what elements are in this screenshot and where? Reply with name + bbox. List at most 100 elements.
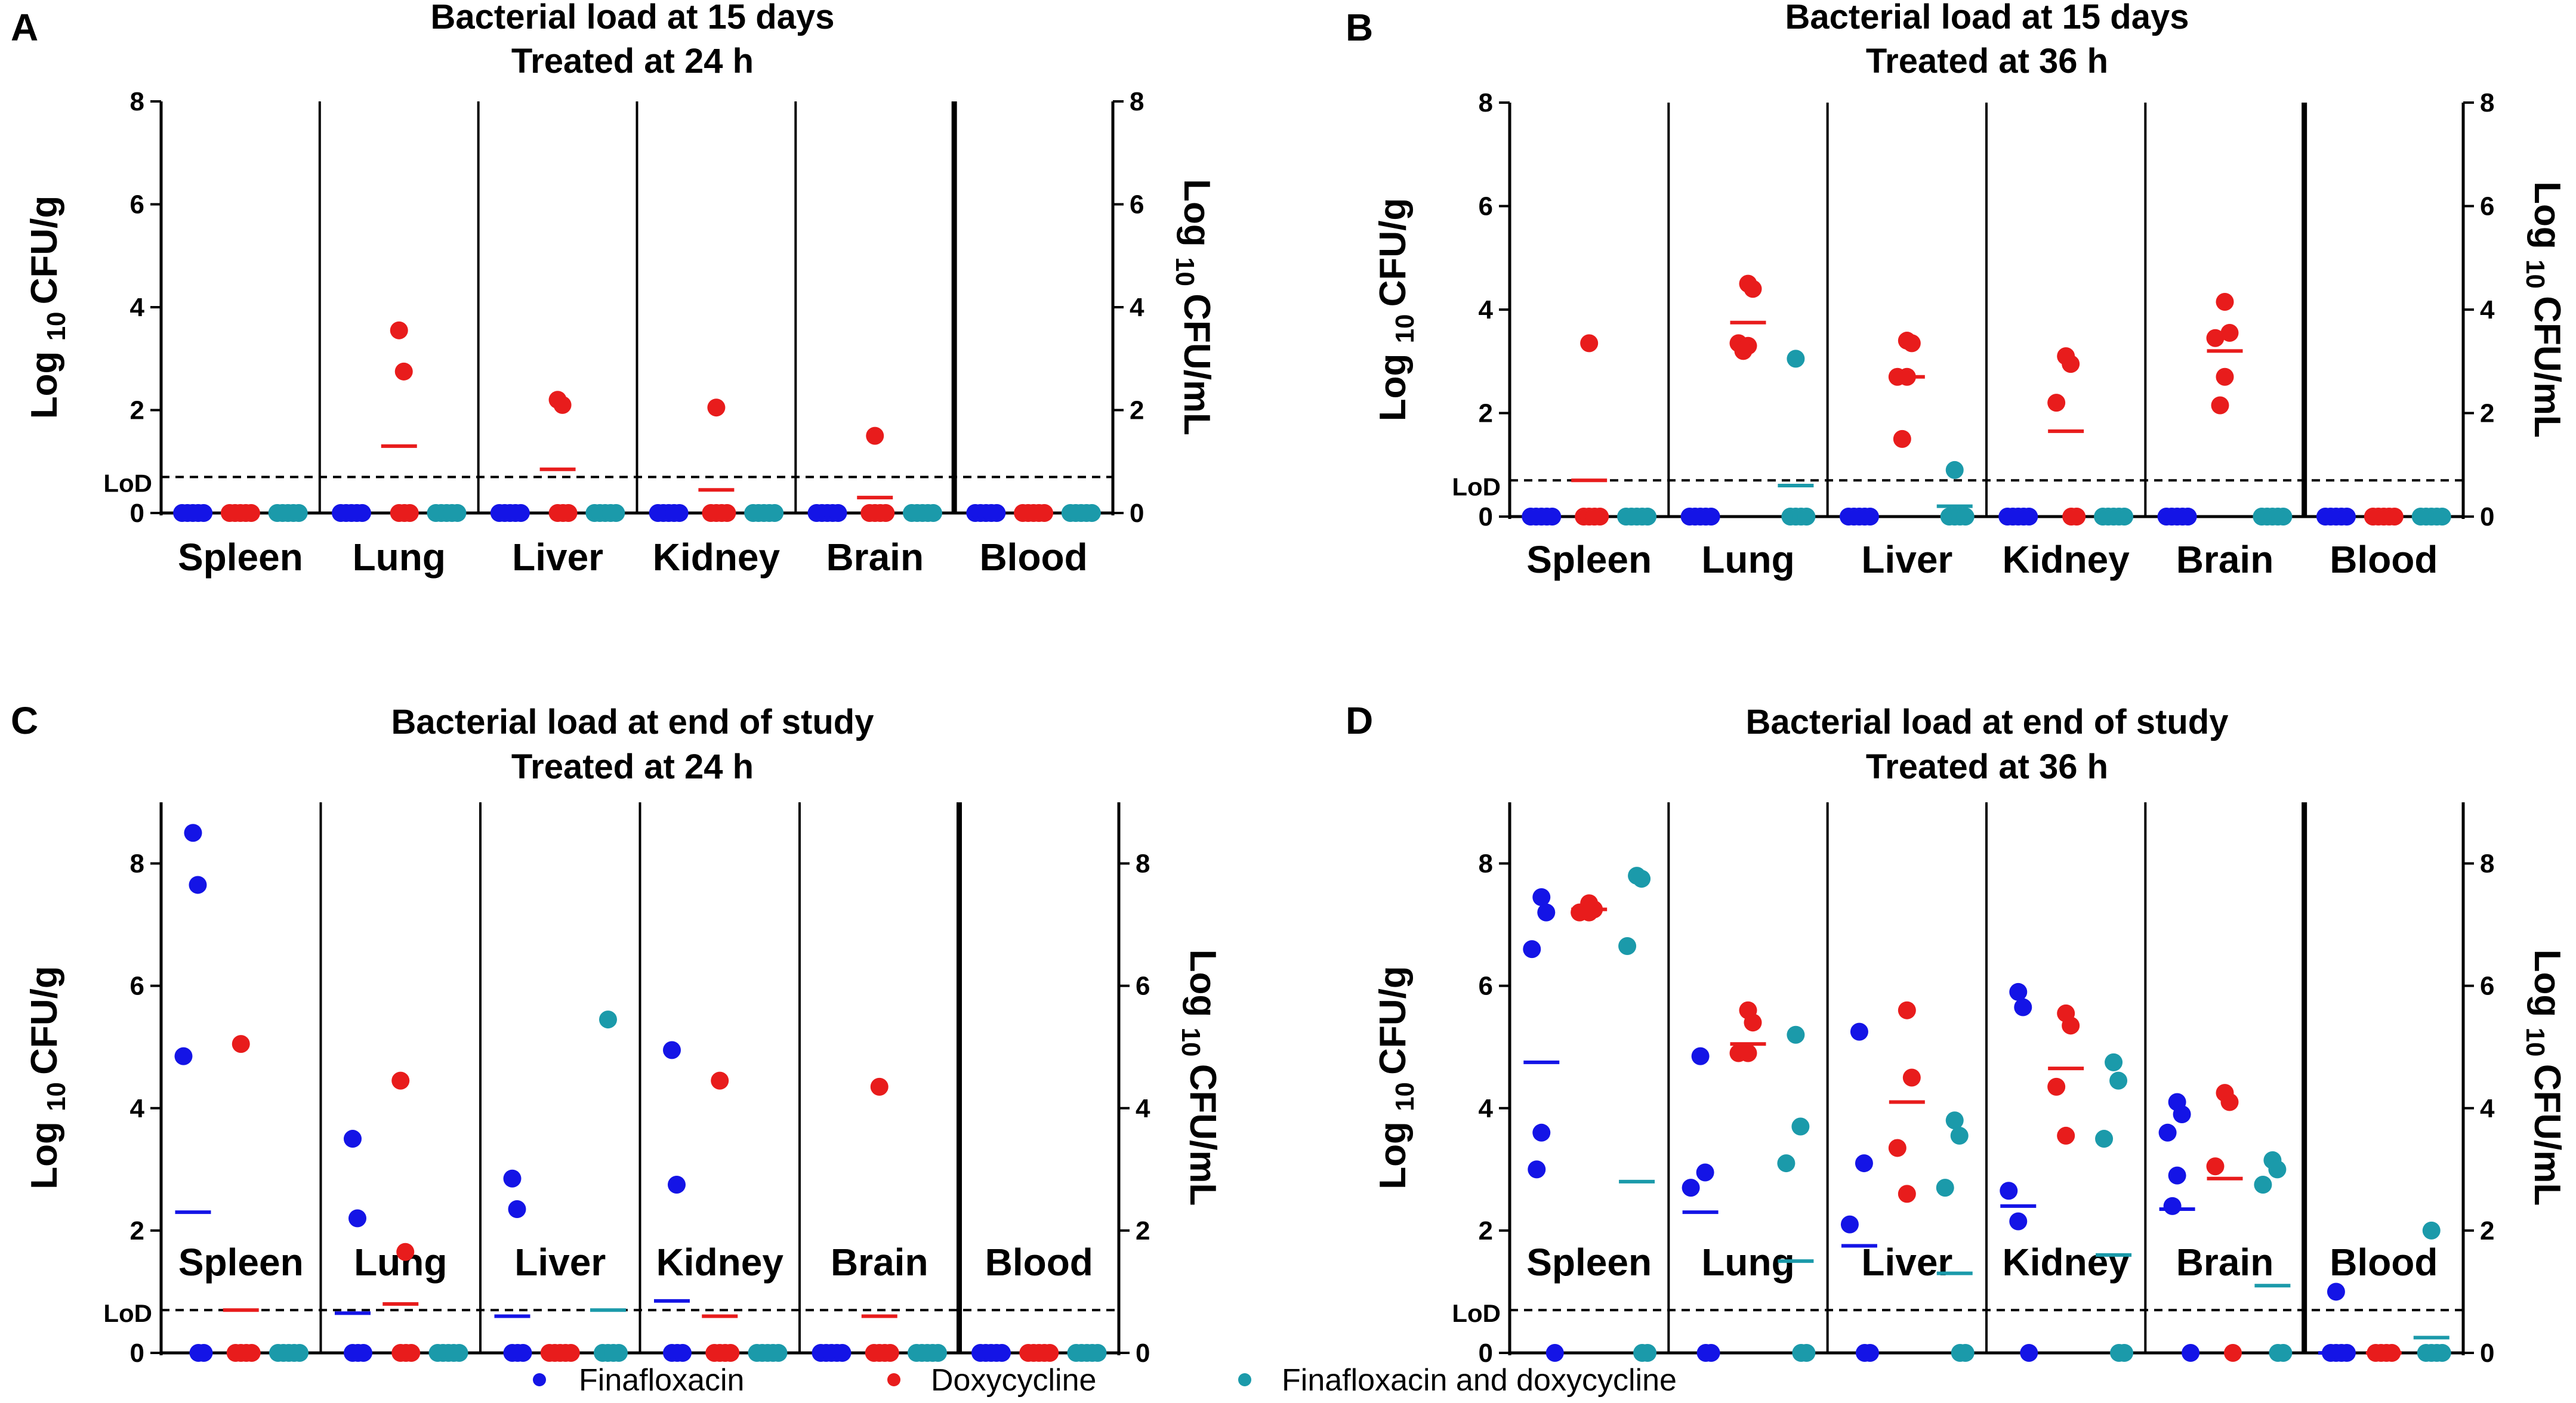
lod-label-a: LoD: [103, 469, 152, 497]
point-d-combination-0-4: [1639, 1344, 1657, 1362]
point-d-finafloxacin-4-2: [2158, 1123, 2177, 1142]
panel-letter-c: C: [11, 699, 38, 742]
panel-letter-b: B: [1346, 6, 1373, 49]
point-d-finafloxacin-3-3: [2009, 1212, 2028, 1231]
point-d-combination-5-4: [2433, 1344, 2451, 1362]
y-label-right-main-c: CFU/mL: [1182, 1064, 1223, 1206]
point-d-combination-3-1: [2109, 1071, 2128, 1090]
lod-label-d: LoD: [1452, 1299, 1501, 1327]
y-label-right-main-b: CFU/mL: [2526, 296, 2568, 438]
legend-label-finafloxacin: Finafloxacin: [579, 1363, 744, 1398]
left-tick-label-b-2: 4: [1479, 295, 1494, 325]
point-a-doxycycline-3-4: [718, 504, 736, 522]
point-c-finafloxacin-2-1: [508, 1200, 526, 1218]
left-tick-label-c-1: 2: [130, 1216, 144, 1246]
point-c-finafloxacin-2-4: [514, 1344, 532, 1362]
right-tick-label-d-1: 2: [2480, 1216, 2494, 1246]
point-d-finafloxacin-2-2: [1840, 1215, 1859, 1234]
point-b-doxycycline-3-1: [2062, 355, 2080, 373]
right-tick-label-a-2: 4: [1130, 293, 1144, 322]
point-d-finafloxacin-4-4: [2163, 1197, 2182, 1215]
point-d-finafloxacin-4-3: [2168, 1166, 2186, 1185]
chart-subtitle-c: Treated at 24 h: [511, 747, 754, 786]
category-label-b-liver: Liver: [1861, 538, 1952, 581]
point-a-doxycycline-1-4: [400, 504, 419, 522]
point-d-finafloxacin-1-0: [1691, 1047, 1710, 1065]
y-label-left-c: Log 10 CFU/g: [24, 966, 71, 1189]
left-tick-label-a-1: 2: [130, 396, 144, 425]
point-d-combination-2-4: [1956, 1344, 1975, 1362]
y-label-right-sub-a: 10: [1170, 257, 1199, 293]
left-tick-label-d-3: 6: [1479, 972, 1493, 1001]
point-c-finafloxacin-1-4: [354, 1344, 372, 1362]
y-label-left-prefix-c: Log: [24, 1111, 65, 1189]
category-label-b-kidney: Kidney: [2002, 538, 2130, 581]
point-d-finafloxacin-0-2: [1523, 940, 1541, 959]
point-d-doxycycline-3-2: [2047, 1077, 2066, 1096]
legend-marker-doxycycline: [887, 1373, 900, 1386]
point-c-doxycycline-0-4: [242, 1344, 261, 1362]
left-tick-label-a-3: 6: [130, 190, 144, 220]
point-d-finafloxacin-2-0: [1850, 1022, 1868, 1041]
point-a-doxycycline-4-0: [866, 427, 884, 445]
left-tick-label-c-2: 4: [130, 1094, 145, 1123]
point-b-doxycycline-2-4: [1893, 429, 1911, 448]
y-label-left-sub-b: 10: [1390, 307, 1420, 343]
point-a-doxycycline-1-1: [394, 362, 413, 381]
point-d-combination-1-0: [1787, 1025, 1805, 1044]
category-label-b-blood: Blood: [2330, 538, 2438, 581]
point-d-finafloxacin-0-5: [1545, 1344, 1564, 1362]
point-d-doxycycline-3-1: [2062, 1016, 2080, 1035]
lod-label-c: LoD: [103, 1299, 152, 1327]
point-d-combination-3-0: [2105, 1053, 2123, 1071]
point-b-combination-2-0: [1945, 461, 1964, 479]
point-b-doxycycline-4-1: [2220, 324, 2239, 342]
point-d-finafloxacin-3-0: [2009, 982, 2028, 1001]
y-label-right-sub-b: 10: [2521, 259, 2550, 296]
point-d-finafloxacin-5-0: [2327, 1283, 2345, 1301]
right-tick-label-c-0: 0: [1136, 1339, 1150, 1368]
right-tick-label-b-4: 8: [2480, 88, 2494, 118]
point-d-finafloxacin-4-5: [2182, 1344, 2200, 1362]
point-c-finafloxacin-0-1: [189, 876, 207, 894]
left-tick-label-d-2: 4: [1479, 1094, 1494, 1123]
y-label-right-a: Log 10 CFU/mL: [1170, 179, 1217, 435]
y-label-right-main-a: CFU/mL: [1176, 293, 1217, 435]
category-label-c-brain: Brain: [831, 1241, 928, 1284]
right-tick-label-c-1: 2: [1136, 1216, 1150, 1246]
category-label-b-brain: Brain: [2176, 538, 2274, 581]
point-d-finafloxacin-0-1: [1537, 903, 1556, 922]
left-tick-label-b-4: 8: [1479, 88, 1493, 118]
point-d-finafloxacin-0-4: [1528, 1160, 1546, 1179]
y-label-left-main-a: CFU/g: [24, 196, 65, 305]
category-label-a-kidney: Kidney: [653, 536, 780, 579]
point-d-doxycycline-4-3: [2224, 1344, 2242, 1362]
point-d-combination-1-1: [1791, 1117, 1810, 1136]
chart-subtitle-a: Treated at 24 h: [511, 42, 754, 81]
y-label-left-b: Log 10 CFU/g: [1372, 198, 1420, 422]
y-label-right-prefix-d: Log: [2526, 950, 2568, 1028]
point-a-doxycycline-1-0: [390, 321, 408, 339]
y-label-right-b: Log 10 CFU/mL: [2521, 181, 2568, 438]
point-b-doxycycline-0-4: [1591, 508, 1609, 526]
legend: Finafloxacin Doxycycline Finafloxacin an…: [533, 1363, 1677, 1398]
category-label-c-spleen: Spleen: [178, 1241, 304, 1284]
point-d-combination-3-2: [2095, 1130, 2114, 1148]
category-label-d-spleen: Spleen: [1526, 1241, 1652, 1284]
point-d-finafloxacin-4-1: [2173, 1105, 2191, 1124]
point-c-doxycycline-1-4: [402, 1344, 421, 1362]
right-tick-label-d-3: 6: [2480, 972, 2494, 1001]
point-c-finafloxacin-0-2: [174, 1047, 193, 1065]
point-d-combination-5-0: [2422, 1221, 2441, 1240]
point-d-combination-4-1: [2268, 1160, 2287, 1179]
point-b-doxycycline-3-4: [2068, 508, 2086, 526]
chart-subtitle-d: Treated at 36 h: [1866, 747, 2108, 786]
right-tick-label-d-0: 0: [2480, 1339, 2494, 1368]
left-tick-label-c-4: 8: [130, 849, 144, 879]
point-c-combination-2-0: [599, 1010, 617, 1029]
point-d-doxycycline-1-3: [1739, 1044, 1757, 1062]
point-c-finafloxacin-0-0: [184, 824, 202, 842]
lod-label-b: LoD: [1452, 472, 1501, 500]
point-a-doxycycline-2-4: [559, 504, 578, 522]
y-label-left-main-c: CFU/g: [24, 966, 65, 1075]
